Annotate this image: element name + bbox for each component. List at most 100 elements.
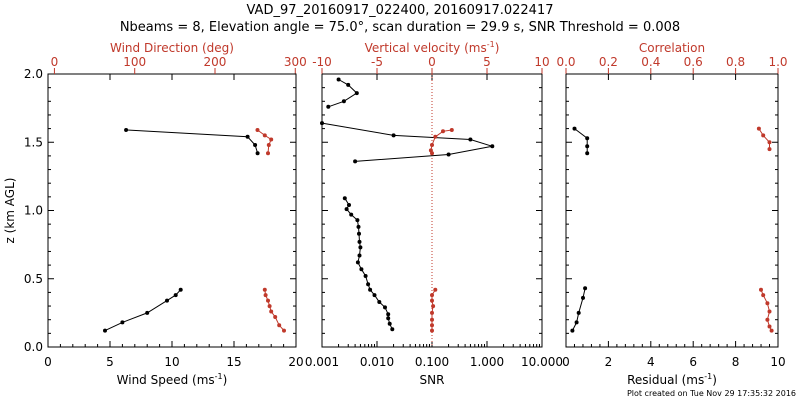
data-point-black (103, 328, 107, 333)
bottom-tick-label: 0 (562, 355, 570, 369)
data-point-red (263, 293, 268, 298)
data-point-black (386, 312, 391, 317)
data-point-red (759, 287, 763, 292)
data-point-red (767, 309, 772, 314)
data-point-red (273, 315, 278, 319)
data-point-red (430, 293, 434, 298)
bottom-axis-label: Wind Speed (ms-1) (117, 372, 228, 387)
data-point-black (387, 321, 392, 326)
bottom-axis-label: SNR (420, 373, 445, 387)
top-tick-label: 0.6 (684, 55, 703, 69)
series-line-black (344, 197, 393, 330)
data-point-black (490, 144, 495, 149)
data-point-red (267, 304, 272, 309)
data-point-black (446, 152, 451, 157)
bottom-tick-label: 1.000 (470, 355, 504, 369)
series-line-red (758, 128, 770, 150)
y-tick-label: 0.0 (24, 340, 43, 354)
data-point-red (761, 293, 766, 298)
top-tick-label: 0 (428, 55, 436, 69)
bottom-tick-label: 0.100 (415, 355, 449, 369)
series-line-black (574, 128, 588, 154)
data-point-red (433, 287, 438, 292)
bottom-tick-label: 10.000 (521, 355, 563, 369)
panel-vertical: 0.001 0.010 0.100 1.000 10.000 -10 -5 0 5 10 SNR Ve… (305, 40, 563, 387)
data-point-red (430, 328, 434, 333)
bottom-tick-label: 0.001 (305, 355, 339, 369)
y-tick-label: 0.5 (24, 272, 43, 286)
series-line-black (104, 289, 182, 332)
data-point-red (431, 304, 436, 309)
top-tick-label: 10 (534, 55, 549, 69)
top-axis-label: Vertical velocity (ms-1) (365, 40, 500, 55)
data-point-black (576, 310, 581, 315)
data-point-black (583, 286, 588, 291)
top-tick-label: 5 (483, 55, 491, 69)
data-point-red (767, 324, 772, 329)
series-line-red (264, 289, 285, 331)
data-point-black (355, 260, 360, 265)
data-point-red (266, 151, 270, 156)
data-point-black (386, 316, 391, 321)
data-point-red (449, 128, 454, 132)
data-point-black (585, 136, 590, 141)
top-tick-label: 100 (123, 55, 146, 69)
data-point-black (366, 282, 371, 287)
data-point-black (346, 82, 351, 87)
plot-frame-wind (47, 73, 297, 348)
data-point-black (336, 77, 341, 82)
bottom-tick-label: 4 (647, 355, 655, 369)
data-point-black (178, 287, 183, 292)
data-point-red (277, 323, 282, 328)
data-point-black (165, 298, 169, 303)
data-point-red (756, 126, 761, 131)
data-point-black (359, 267, 364, 272)
data-point-red (430, 310, 434, 315)
data-point-red (255, 128, 260, 132)
top-tick-label: 0.4 (641, 55, 660, 69)
data-point-black (355, 218, 360, 223)
plot-footer: Plot created on Tue Nov 29 17:35:32 2016 (627, 389, 796, 398)
bottom-tick-label: 0.010 (360, 355, 394, 369)
data-point-red (765, 317, 770, 322)
data-point-black (173, 293, 178, 298)
data-point-red (269, 309, 274, 314)
data-point-black (363, 274, 368, 278)
data-point-red (269, 137, 274, 142)
bottom-tick-label: 10 (770, 355, 785, 369)
data-point-red (430, 317, 434, 322)
data-point-black (245, 134, 250, 139)
data-point-red (262, 287, 267, 292)
data-point-black (572, 126, 577, 131)
data-point-red (266, 298, 270, 303)
data-point-red (430, 298, 434, 303)
data-point-red (767, 147, 772, 152)
data-point-black (356, 224, 361, 229)
bottom-tick-label: 2 (605, 355, 613, 369)
data-point-black (349, 212, 354, 217)
data-point-black (357, 253, 362, 258)
data-point-red (761, 133, 766, 138)
plot-frame-stats (565, 73, 779, 348)
data-point-black (570, 328, 575, 333)
data-point-black (124, 128, 129, 132)
data-point-black (390, 327, 395, 332)
data-point-black (320, 121, 324, 126)
series-line-black (321, 122, 493, 162)
data-point-black (377, 300, 382, 304)
y-axis-label: z (km AGL) (3, 178, 17, 244)
data-point-black (574, 320, 579, 325)
y-tick-label: 2.0 (24, 67, 43, 81)
top-tick-label: 0.0 (556, 55, 575, 69)
top-axis-label: Correlation (639, 41, 705, 55)
top-tick-label: 0.2 (599, 55, 618, 69)
data-point-black (585, 151, 590, 156)
data-point-black (353, 159, 358, 164)
data-point-black (357, 231, 361, 236)
bottom-tick-label: 0 (44, 355, 52, 369)
bottom-axis-label: Residual (ms-1) (627, 372, 717, 387)
data-point-black (120, 320, 125, 325)
data-point-black (253, 143, 258, 147)
